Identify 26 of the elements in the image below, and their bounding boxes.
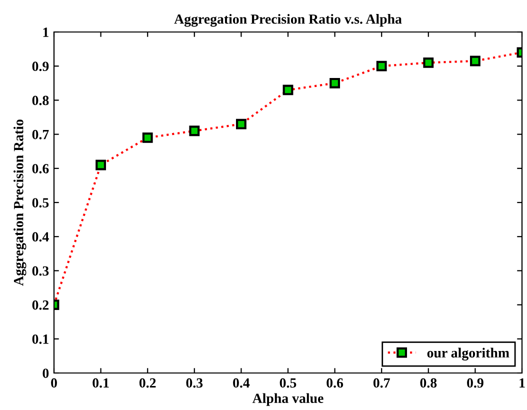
y-tick-label: 0.1 <box>32 334 48 344</box>
x-tick-label: 0.6 <box>326 378 344 388</box>
x-tick-label: 0.7 <box>373 378 390 388</box>
y-tick-label: 0.4 <box>32 232 49 242</box>
y-tick-label: 0.8 <box>32 96 49 106</box>
y-tick-label: 0.5 <box>32 198 49 208</box>
y-tick-label: 0.3 <box>32 266 49 276</box>
chart-title: Aggregation Precision Ratio v.s. Alpha <box>174 14 402 27</box>
x-axis-title: Alpha value <box>252 393 324 406</box>
y-tick-label: 1 <box>43 28 48 37</box>
x-tick-label: 0 <box>51 378 57 388</box>
x-tick-label: 0.4 <box>233 378 250 388</box>
x-tick-label: 0.8 <box>420 378 437 388</box>
x-tick-label: 0.5 <box>280 378 296 388</box>
x-tick-label: 1 <box>520 378 525 388</box>
y-tick-label: 0.7 <box>32 130 49 140</box>
y-tick-label: 0.6 <box>32 164 49 174</box>
y-tick-label: 0.2 <box>32 300 49 310</box>
y-tick-label: 0 <box>42 368 49 378</box>
y-axis-title: Aggregation Precision Ratio <box>14 120 26 286</box>
x-tick-label: 0.9 <box>467 378 484 388</box>
x-tick-label: 0.2 <box>139 378 156 388</box>
y-tick-label: 0.9 <box>32 62 49 72</box>
x-tick-label: 0.1 <box>92 378 109 388</box>
x-tick-label: 0.3 <box>186 378 203 388</box>
legend-label: our algorithm <box>427 348 510 360</box>
